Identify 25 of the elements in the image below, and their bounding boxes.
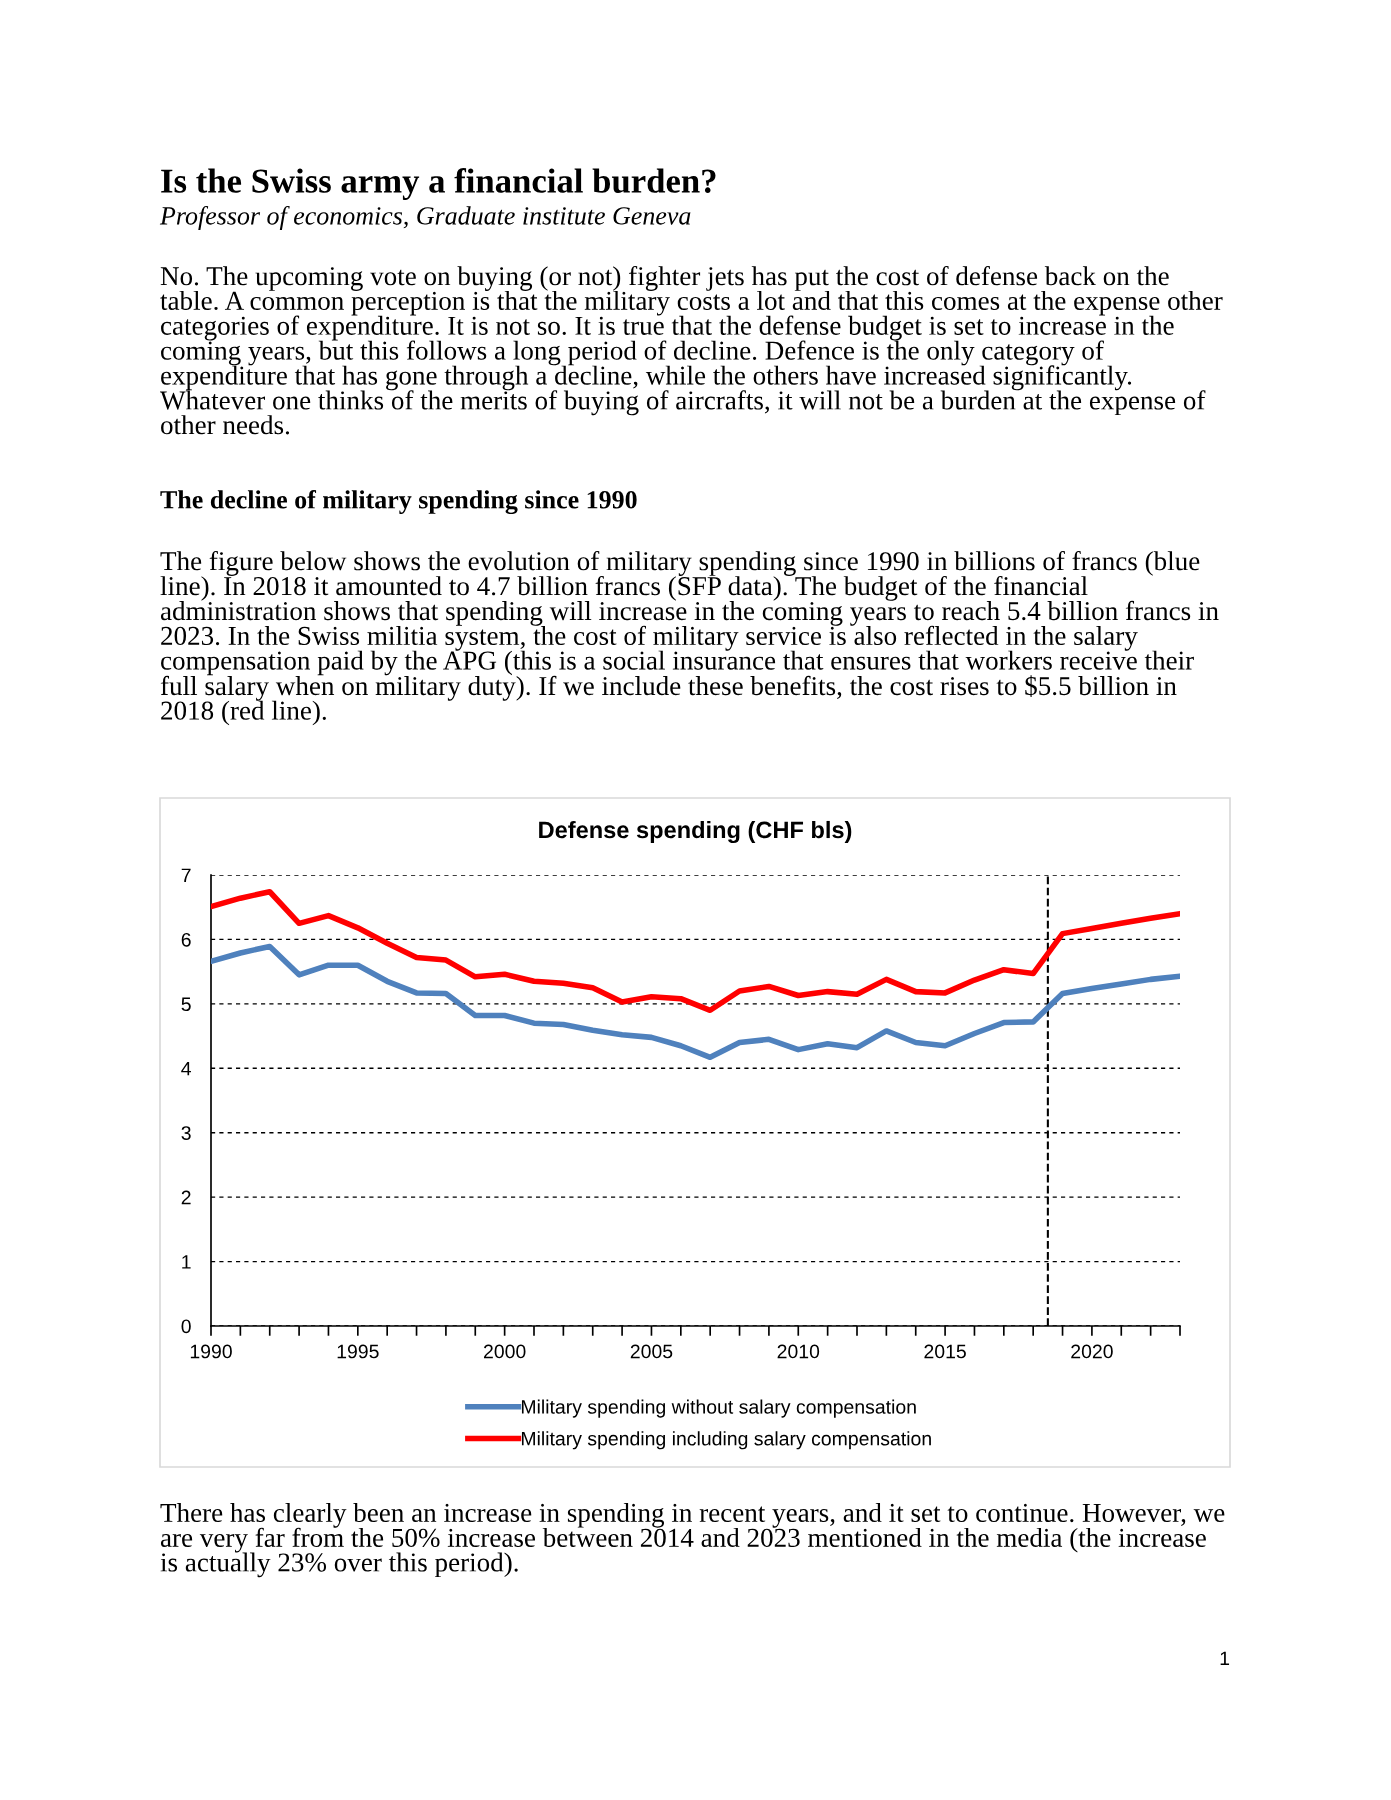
y-tick-label: 7 <box>181 868 191 883</box>
text: The decline of military spending since 1990 <box>160 489 637 515</box>
x-tick-label: 2010 <box>777 1344 820 1359</box>
legend-label: Military spending without salary compensation <box>521 1399 916 1418</box>
text: Is the Swiss army a financial burden? <box>161 168 716 200</box>
y-tick-label: 1 <box>182 1255 191 1269</box>
text: There has clearly been an increase in spending in recent years, and it set to continue. However, we are very far from the 50% increase between 2014 and 2023 mentioned in the media (the increase is actually 23% over this period). <box>160 1503 1225 1578</box>
x-tick-label: 1995 <box>337 1344 379 1359</box>
y-tick-label: 3 <box>181 1126 191 1140</box>
x-tick-label: 2015 <box>924 1344 966 1359</box>
y-tick-label: 5 <box>181 997 191 1012</box>
y-tick-label: 4 <box>181 1061 191 1076</box>
y-tick-label: 6 <box>181 932 191 947</box>
text: No. The upcoming vote on buying (or not) fighter jets has put the cost of defense back on the table. A common perception is that the military costs a lot and that this comes at the expense other categories of expenditure. It is not so. It is true that the defense budget is set to increase in the coming years, but this follows a long period of decline. Defence is the only category of expenditure that has gone through a decline, while the others have increased significantly. Whatever one thinks of the merits of buying of aircrafts, it will not be a burden at the expense of other needs. <box>160 266 1223 435</box>
y-tick-label: 0 <box>181 1319 191 1334</box>
x-tick-label: 2020 <box>1071 1344 1113 1359</box>
x-tick-label: 1990 <box>190 1344 232 1359</box>
y-tick-label: 2 <box>181 1190 191 1205</box>
x-tick-label: 2000 <box>483 1344 526 1359</box>
legend-label: Military spending including salary compensation <box>521 1431 931 1450</box>
text: Professor of economics, Graduate institute Geneva <box>159 206 691 230</box>
chart-title: Defense spending (CHF bls) <box>539 820 852 844</box>
text: The figure below shows the evolution of military spending since 1990 in billions of francs (blue line). In 2018 it amounted to 4.7 billion francs (SFP data). The budget of the financial administration shows that spending will increase in the coming years to reach 5.4 billion francs in 2023. In the Swiss militia system, the cost of military service is also reflected in the salary compensation paid by the APG (this is a social insurance that ensures that workers receive their full salary when on military duty). If we include these benefits, the cost rises to $5.5 billion in 2018 (red line). <box>160 551 1219 726</box>
x-tick-label: 2005 <box>630 1344 673 1359</box>
text: 1 <box>1220 1651 1230 1666</box>
